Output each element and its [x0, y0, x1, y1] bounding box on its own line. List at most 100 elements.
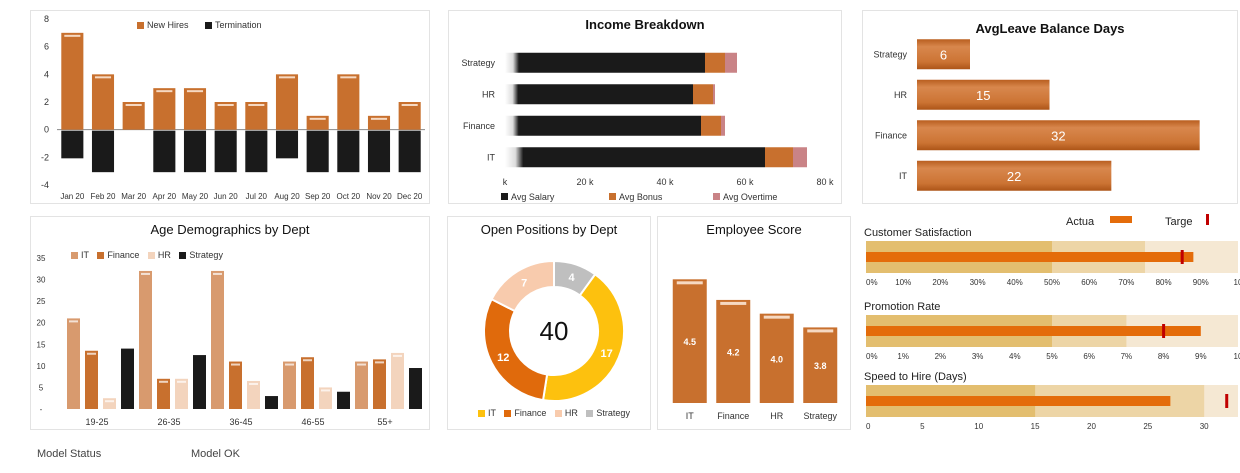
score-value-label: 4.0 [770, 354, 783, 364]
avg-bonus-bar [705, 52, 725, 73]
x-tick-label: Feb 20 [91, 192, 116, 201]
category-label: HR [894, 90, 907, 100]
y-tick-label: 2 [44, 97, 49, 107]
termination-bar [275, 130, 299, 159]
income-chart: Strategy HR Finance IT k 20 k 40 k 60 k 80 k Avg … [461, 52, 834, 202]
leave-title: AvgLeave Balance Days [975, 21, 1125, 36]
bullet-tick-label: 2% [935, 352, 947, 361]
bullet-actual-bar [866, 252, 1194, 262]
x-tick-label: Nov 20 [366, 192, 392, 201]
score-bar [716, 299, 751, 403]
termination-bar [153, 130, 176, 173]
bar-highlight [186, 90, 204, 93]
bullet-tick-label: 90% [1193, 278, 1209, 287]
strategy-bar [193, 355, 206, 409]
bullet-tick-label: 10 [1234, 352, 1240, 361]
y-tick-label: 10 [37, 362, 46, 371]
x-tick-label: Sep 20 [305, 192, 331, 201]
hr-bar [319, 387, 332, 409]
strategy-bar [337, 391, 350, 409]
legend-finance: Finance [107, 250, 140, 260]
age-title: Age Demographics by Dept [150, 222, 310, 237]
leave-panel: AvgLeave Balance Days Strategy 6 HR 15 Finan… [862, 10, 1238, 204]
bar-highlight [285, 363, 294, 366]
bar-highlight [357, 363, 366, 366]
income-panel: Income Breakdown Strategy HR Finance IT k 20 … [448, 10, 842, 204]
hr-bar [247, 380, 260, 409]
donut-value-label: 7 [521, 277, 527, 289]
bullet-panel: Actua Targe Customer Satisfaction 0% 10% 20% 3… [862, 212, 1240, 432]
termination-bar [398, 130, 421, 173]
age-chart: 35 30 25 20 15 10 5 - 19-25 26-35 36-45 46-55 55+ [37, 254, 422, 427]
bar-highlight [340, 76, 357, 79]
avg-overtime-bar [713, 84, 715, 105]
hr-bar [391, 352, 404, 409]
bar-highlight [105, 400, 114, 403]
bullet-legend-target-swatch [1206, 214, 1209, 225]
score-value-label: 4.5 [683, 337, 696, 347]
donut-value-label: 17 [601, 348, 613, 360]
bullet-tick-label: 1% [897, 352, 909, 361]
bullet-legend-actual-swatch [1110, 216, 1132, 223]
x-tick-label: Jan 20 [60, 192, 85, 201]
leave-bar [917, 39, 970, 70]
y-tick-label: 20 [37, 319, 46, 328]
leave-bar [917, 160, 1112, 191]
bullet-target-marker [1180, 250, 1184, 264]
score-bar [803, 327, 838, 403]
x-tick-label: Finance [717, 411, 749, 421]
bullet-tick-label: 6% [1083, 352, 1095, 361]
termination-bar [367, 130, 391, 173]
category-label: IT [487, 152, 496, 162]
bullet-target-marker [1162, 324, 1166, 338]
bullet-tick-label: 8% [1158, 352, 1170, 361]
x-tick-label: Apr 20 [153, 192, 177, 201]
it-bar [67, 318, 80, 409]
bar-highlight [231, 363, 240, 366]
avg-overtime-bar [725, 52, 737, 73]
x-tick-label: Jul 20 [246, 192, 268, 201]
open-legend-finance: Finance [514, 408, 547, 418]
bullet-tick-label: 25 [1143, 422, 1152, 431]
bar-highlight [401, 104, 418, 106]
hr-bar [103, 398, 116, 409]
y-tick-label: 4 [44, 69, 49, 79]
legend-termination: Termination [215, 20, 262, 30]
avg-salary-bar [505, 84, 693, 105]
bar-highlight [763, 315, 790, 319]
bullet-tick-label: 30% [970, 278, 986, 287]
bullet-tick-label: 5 [920, 422, 925, 431]
bullet-title: Promotion Rate [864, 301, 940, 313]
new-hires-bar [214, 102, 237, 130]
termination-bar [337, 130, 360, 173]
bar-highlight [248, 104, 265, 106]
x-tick-label: HR [770, 411, 783, 421]
bar-highlight [69, 320, 78, 323]
score-bar [759, 313, 794, 403]
leave-bar [917, 120, 1200, 151]
headcount-chart: 8 6 4 2 0 -2 -4 Jan 20 Feb 20 Mar 20 Apr 20 May 20 J… [41, 14, 425, 201]
finance-bar [85, 350, 98, 409]
avg-salary-bar [505, 115, 701, 136]
new-hires-bar [153, 88, 176, 130]
legend-strategy: Strategy [189, 250, 223, 260]
x-tick-label: 20 k [576, 177, 594, 187]
bar-highlight [94, 76, 112, 79]
headcount-legend: New Hires Termination [131, 20, 262, 30]
termination-bar [61, 130, 84, 159]
score-value-label: 3.8 [814, 361, 827, 371]
x-tick-label: Mar 20 [121, 192, 146, 201]
score-bar [672, 279, 707, 403]
new-hires-bar [245, 102, 268, 130]
bar-highlight [303, 359, 312, 362]
legend-label: Avg Overtime [723, 192, 777, 202]
it-bar [283, 361, 296, 409]
avg-bonus-bar [765, 147, 793, 168]
leave-value-label: 15 [976, 88, 990, 103]
termination-bar [183, 130, 207, 173]
donut-value-label: 12 [497, 352, 509, 364]
leave-value-label: 32 [1051, 128, 1065, 143]
score-title: Employee Score [706, 222, 802, 237]
bullet-tick-label: 15 [1031, 422, 1040, 431]
open-legend-strategy: Strategy [596, 408, 630, 418]
